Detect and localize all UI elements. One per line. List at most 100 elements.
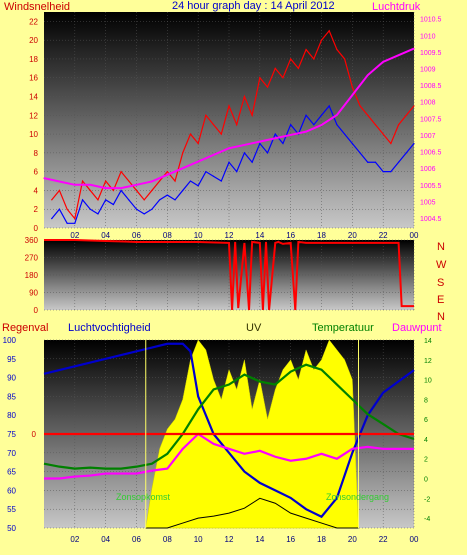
point-gust: [236, 124, 238, 126]
point-gust: [274, 67, 276, 69]
point-gust: [174, 180, 176, 182]
point-gust: [97, 199, 99, 201]
y-right-tick-label: 1009.5: [420, 50, 442, 57]
series-humidity: [43, 342, 415, 519]
chart-title: 24 hour graph day : 14 April 2012: [172, 0, 335, 12]
point-gust: [259, 77, 261, 79]
point-average: [74, 222, 76, 224]
wind-speed-label: Windsnelheid: [4, 1, 70, 13]
point-average: [112, 203, 114, 206]
point-gust: [212, 124, 215, 126]
point-gust: [205, 114, 207, 116]
point-gust: [305, 48, 307, 51]
point-average: [405, 152, 407, 154]
point-average: [105, 199, 107, 201]
point-average: [243, 152, 246, 154]
x-tick-label: 02: [70, 231, 79, 240]
x-tick-label: 00: [410, 535, 419, 544]
point-gust: [105, 180, 107, 182]
x-tick-label: 20: [348, 535, 357, 544]
x-tick-label: 10: [194, 535, 203, 544]
point-gust: [197, 142, 199, 145]
point-average: [336, 124, 338, 126]
humidity-tick-label: 80: [7, 411, 16, 420]
point-gust: [112, 189, 114, 192]
point-average: [97, 213, 99, 215]
point-average: [166, 194, 168, 196]
point-pressure: [382, 61, 384, 63]
point-average: [374, 161, 377, 163]
y-left-tick-label: 20: [29, 36, 38, 45]
point-average: [135, 208, 138, 210]
point-pressure: [397, 54, 400, 56]
point-average: [290, 124, 292, 126]
x-tick-label: 14: [255, 535, 264, 544]
y-right-tick-label: 1005: [420, 199, 436, 206]
point-gust: [251, 114, 253, 116]
temp-tick-label: 10: [424, 378, 432, 385]
point-gust: [344, 58, 346, 60]
x-tick-label: 08: [163, 231, 172, 240]
point-average: [205, 171, 207, 173]
point-pressure: [351, 94, 353, 96]
point-gust: [120, 171, 122, 173]
y-left-tick-label: 22: [29, 17, 38, 26]
point-pressure: [58, 180, 61, 183]
point-gust: [243, 95, 246, 98]
x-tick-label: 22: [379, 231, 388, 240]
winddir-tick-label: 180: [25, 271, 39, 280]
temp-tick-label: -2: [424, 496, 430, 503]
point-pressure: [89, 184, 91, 186]
x-tick-label: 10: [194, 231, 203, 240]
y-right-tick-label: 1010: [420, 33, 436, 40]
humidity-tick-label: 65: [7, 468, 16, 477]
winddir-label-n-top: N: [437, 241, 445, 253]
x-tick-label: 18: [317, 231, 326, 240]
point-gust: [320, 39, 323, 41]
x-tick-label: 14: [255, 231, 264, 240]
x-tick-label: 18: [317, 535, 326, 544]
point-pressure: [182, 167, 184, 169]
point-gust: [159, 180, 161, 182]
point-gust: [220, 133, 222, 135]
y-left-tick-label: 16: [29, 74, 38, 83]
x-tick-label: 12: [225, 535, 234, 544]
point-pressure: [120, 187, 122, 189]
x-tick-label: 08: [163, 535, 172, 544]
y-right-tick-label: 1007.5: [420, 116, 442, 123]
point-pressure: [197, 160, 199, 163]
point-gust: [166, 171, 168, 173]
y-right-tick-label: 1008: [420, 100, 436, 107]
y-left-tick-label: 8: [34, 149, 39, 158]
humidity-tick-label: 95: [7, 355, 16, 364]
pressure-label: Luchtdruk: [372, 1, 421, 13]
series-dewpoint: [44, 432, 414, 480]
y-left-tick-label: 12: [29, 111, 38, 120]
point-gust: [282, 77, 284, 79]
humidity-tick-label: 85: [7, 392, 16, 401]
point-average: [51, 218, 53, 220]
sunrise-annotation: Zonsopkomst: [116, 492, 171, 502]
x-tick-label: 02: [70, 535, 79, 544]
winddir-tick-label: 90: [29, 289, 38, 298]
point-pressure: [105, 187, 107, 189]
x-tick-label: 04: [101, 535, 110, 544]
point-average: [236, 171, 238, 173]
humidity-tick-label: 75: [7, 430, 16, 439]
point-average: [344, 133, 346, 135]
point-gust: [351, 86, 353, 88]
point-average: [328, 105, 330, 107]
point-gust: [89, 189, 91, 192]
x-tick-label: 22: [379, 535, 388, 544]
point-gust: [151, 189, 153, 192]
point-gust: [313, 58, 315, 60]
rain-tick-label: 0: [32, 430, 37, 439]
point-pressure: [305, 131, 307, 133]
point-gust: [58, 189, 61, 192]
y-left-tick-label: 0: [34, 224, 39, 233]
point-gust: [128, 180, 130, 182]
point-average: [228, 161, 230, 163]
point-gust: [328, 30, 330, 32]
x-tick-label: 20: [348, 231, 357, 240]
